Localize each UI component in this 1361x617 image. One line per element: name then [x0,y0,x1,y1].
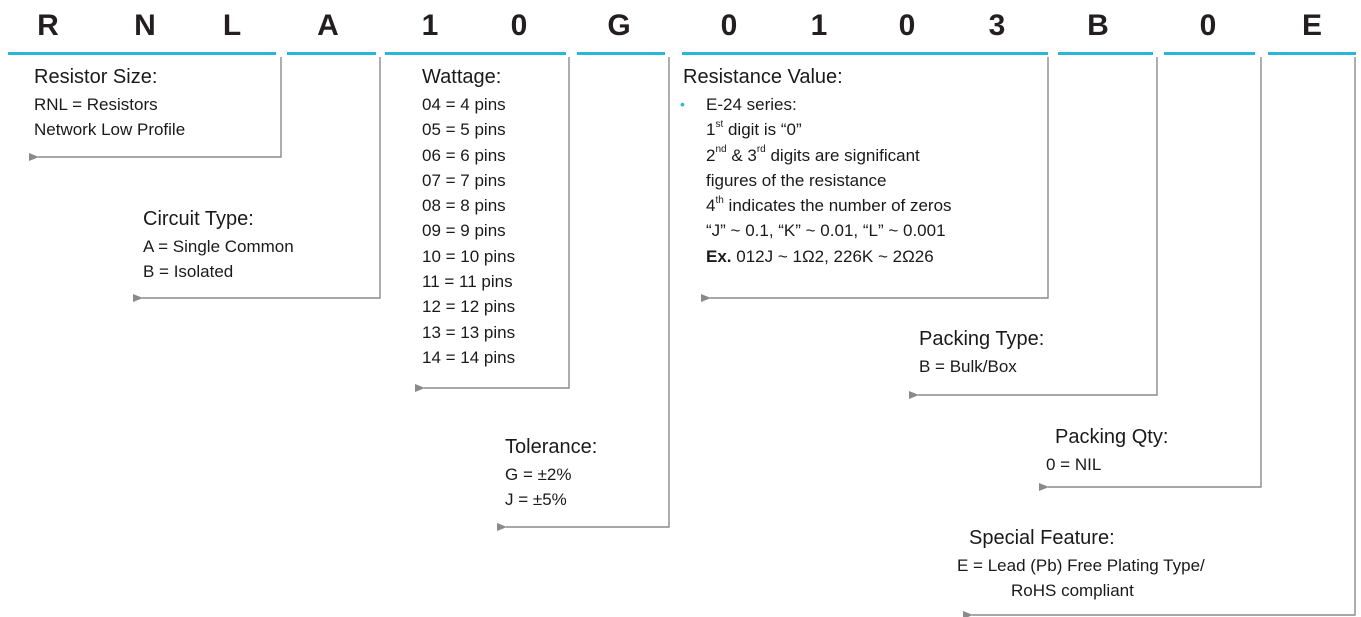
resistance-figures: figures of the resistance [706,170,887,190]
underline-special-feature [1268,52,1356,55]
connector-packing-type [909,57,1158,399]
packing-type-line: B = Bulk/Box [919,357,1017,376]
connector-special-feature [963,57,1356,617]
packing-qty-block: Packing Qty: 0 = NIL [1046,425,1168,477]
circuit-type-title: Circuit Type: [143,208,254,230]
bullet-icon: • [680,96,685,112]
underline-resistor-size [8,52,276,55]
wattage-line: 09 = 9 pins [422,221,506,241]
circuit-type-line: B = Isolated [143,262,234,282]
code-char-10: 0 [898,9,916,42]
code-char-5: 1 [421,9,439,42]
packing-type-block: Packing Type: B = Bulk/Box [919,327,1044,379]
code-char-3: L [222,9,242,42]
code-char-6: 0 [510,9,528,42]
connector-wattage [415,57,570,392]
resistance-letters: “J” ~ 0.1, “K” ~ 0.01, “L” ~ 0.001 [706,221,946,241]
packing-qty-line: 0 = NIL [1046,455,1102,474]
wattage-line: 06 = 6 pins [422,145,506,165]
wattage-line: 05 = 5 pins [422,120,506,140]
code-char-11: 3 [988,9,1006,42]
code-char-12: B [1087,9,1109,42]
resistance-example: Ex. 012J ~ 1Ω2, 226K ~ 2Ω26 [706,246,934,266]
code-char-13: 0 [1199,9,1217,42]
resistor-size-title: Resistor Size: [34,66,158,88]
underline-packing-qty [1164,52,1255,55]
underline-wattage [385,52,566,55]
wattage-line: 11 = 11 pins [422,272,513,292]
code-char-7: G [607,9,631,42]
wattage-line: 12 = 12 pins [422,297,516,317]
wattage-line: 10 = 10 pins [422,246,516,266]
special-feature-block: Special Feature: E = Lead (Pb) Free Plat… [957,526,1205,604]
wattage-title: Wattage: [422,66,502,88]
tolerance-title: Tolerance: [505,436,598,458]
special-feature-line: E = Lead (Pb) Free Plating Type/ [957,556,1205,575]
wattage-line: 13 = 13 pins [422,322,516,342]
resistor-size-line: RNL = Resistors [34,95,158,114]
wattage-block: Wattage: 04 = 4 pins 05 = 5 pins 06 = 6 … [422,65,515,370]
resistor-size-block: Resistor Size: RNL = Resistors Network L… [34,65,185,143]
underline-resistance-value [682,52,1048,55]
resistor-size-line: Network Low Profile [34,120,186,140]
code-char-9: 1 [810,9,828,42]
resistance-digit4: 4th indicates the number of zeros [706,194,952,216]
tolerance-block: Tolerance: G = ±2% J = ±5% [505,435,597,513]
special-feature-title: Special Feature: [969,527,1115,549]
connector-resistance-value [701,57,1049,302]
underline-tolerance [577,52,665,55]
resistance-digit1: 1st digit is “0” [706,118,802,140]
code-char-8: 0 [720,9,738,42]
tolerance-line: J = ±5% [505,490,567,510]
resistance-value-title: Resistance Value: [683,66,843,88]
code-char-2: N [134,9,156,42]
resistance-series: E-24 series: [706,95,797,114]
code-char-1: R [37,9,59,42]
code-char-14: E [1301,9,1322,42]
underline-packing-type [1058,52,1153,55]
special-feature-line: RoHS compliant [1011,581,1134,601]
wattage-line: 07 = 7 pins [422,170,506,190]
connector-circuit-type [133,57,381,302]
resistance-value-block: Resistance Value: • E-24 series: 1st dig… [680,65,952,269]
code-char-4: A [317,9,339,42]
packing-type-title: Packing Type: [919,328,1045,350]
connector-packing-qty [1039,57,1262,491]
connector-tolerance [497,57,670,531]
tolerance-line: G = ±2% [505,465,572,484]
underline-circuit-type [287,52,376,55]
connector-resistor-size [29,57,282,161]
wattage-line: 14 = 14 pins [422,347,516,367]
resistance-digit23: 2nd & 3rd digits are significant [706,143,920,165]
wattage-line: 08 = 8 pins [422,196,506,216]
wattage-line: 04 = 4 pins [422,95,506,114]
circuit-type-block: Circuit Type: A = Single Common B = Isol… [143,207,294,285]
packing-qty-title: Packing Qty: [1055,426,1169,448]
circuit-type-line: A = Single Common [143,237,294,256]
